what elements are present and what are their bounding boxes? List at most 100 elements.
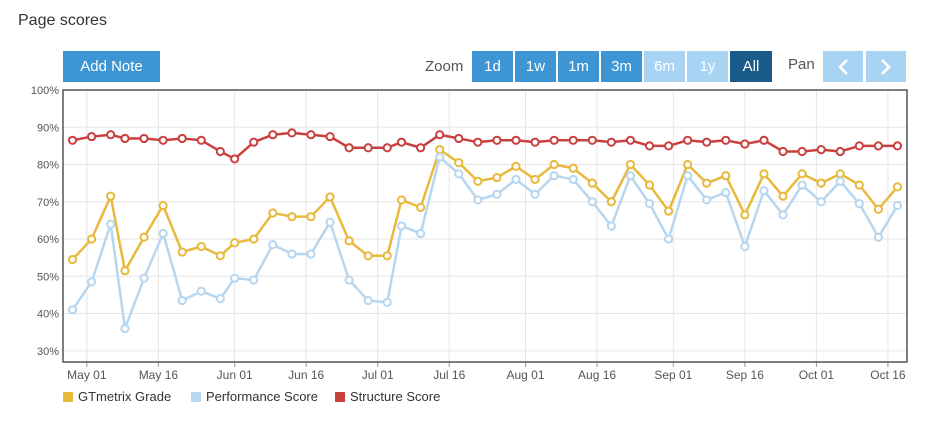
performance-score-point [702, 195, 712, 205]
legend-swatch [191, 391, 201, 402]
performance-score-point [816, 197, 826, 207]
pan-label: Pan [788, 56, 815, 73]
performance-score-point [778, 210, 788, 220]
add-note-button[interactable]: Add Note [63, 51, 160, 82]
x-tick-label: May 01 [67, 368, 107, 382]
legend-item-performance[interactable]: Performance Score [191, 389, 318, 404]
structure-score-point [268, 130, 278, 140]
x-tick-label: May 16 [139, 368, 179, 382]
gtmetrix-grade-point [344, 236, 354, 246]
gtmetrix-grade-point [473, 176, 483, 186]
x-tick-label: Sep 01 [654, 368, 692, 382]
performance-score-point [230, 273, 240, 283]
zoom-label: Zoom [425, 58, 464, 75]
legend-label: Performance Score [206, 389, 318, 404]
structure-score-point [287, 128, 297, 138]
performance-score-point [835, 176, 845, 186]
performance-score-point [196, 286, 206, 296]
x-tick-label: Jun 01 [217, 368, 253, 382]
structure-score-point [778, 146, 788, 157]
structure-score-point [873, 141, 883, 151]
structure-score-point [454, 133, 464, 144]
zoom-1d-button[interactable]: 1d [472, 51, 513, 82]
gtmetrix-grade-point [892, 182, 903, 192]
y-tick-label: 60% [37, 234, 59, 246]
gtmetrix-grade-point [363, 251, 373, 261]
structure-score-point [721, 135, 731, 145]
structure-score-point [740, 139, 750, 149]
structure-score-point [892, 141, 903, 151]
gtmetrix-grade-point [778, 191, 788, 201]
gtmetrix-grade-point [702, 178, 712, 188]
structure-score-point [492, 135, 502, 145]
structure-score-point [139, 133, 149, 144]
structure-score-point [473, 137, 483, 147]
performance-score-point [492, 189, 502, 199]
structure-score-point [396, 137, 407, 147]
pan-right-button[interactable] [866, 51, 906, 82]
gtmetrix-grade-point [511, 161, 521, 171]
gtmetrix-grade-point [249, 234, 259, 244]
gtmetrix-grade-point [177, 247, 187, 257]
x-tick-label: Oct 16 [870, 368, 906, 382]
gtmetrix-grade-point [287, 212, 297, 222]
legend-item-gtmetrix[interactable]: GTmetrix Grade [63, 389, 171, 404]
gtmetrix-grade-point [644, 180, 655, 190]
gtmetrix-grade-point [230, 238, 240, 248]
performance-score-point [106, 219, 116, 229]
y-tick-label: 90% [37, 122, 59, 134]
structure-score-point [549, 135, 559, 145]
pan-left-button[interactable] [823, 51, 863, 82]
zoom-1m-button[interactable]: 1m [558, 51, 599, 82]
performance-score-point [454, 169, 464, 179]
gtmetrix-grade-point [396, 195, 407, 205]
structure-score-point [67, 135, 78, 145]
page-title: Page scores [18, 12, 107, 29]
gtmetrix-grade-point [268, 208, 278, 218]
structure-score-point [797, 146, 807, 157]
performance-score-point [382, 297, 392, 307]
plot-area-border [62, 89, 908, 363]
zoom-3m-button[interactable]: 3m [601, 51, 642, 82]
zoom-1w-button[interactable]: 1w [515, 51, 556, 82]
y-tick-label: 40% [37, 309, 59, 321]
structure-score-point [215, 146, 225, 157]
zoom-1y-button[interactable]: 1y [687, 51, 728, 82]
performance-score-point [325, 217, 335, 227]
performance-score-point [287, 249, 297, 259]
chevron-left-icon [836, 58, 850, 76]
performance-score-line [71, 155, 899, 330]
structure-score-point [816, 145, 826, 155]
performance-score-point [344, 275, 354, 285]
gtmetrix-grade-point [835, 169, 845, 179]
performance-score-point [663, 234, 674, 244]
gtmetrix-grade-point [215, 251, 225, 261]
y-tick-label: 70% [37, 197, 59, 209]
performance-score-point [215, 294, 225, 304]
y-tick-label: 30% [37, 346, 59, 358]
zoom-all-button[interactable]: All [730, 51, 772, 82]
x-tick-label: Aug 01 [507, 368, 545, 382]
gtmetrix-grade-point [454, 158, 464, 168]
zoom-6m-button[interactable]: 6m [644, 51, 685, 82]
gtmetrix-grade-point [306, 212, 316, 222]
legend-swatch [335, 391, 345, 402]
gtmetrix-grade-point [382, 251, 392, 261]
performance-score-point [873, 232, 883, 242]
performance-score-point [87, 277, 97, 287]
structure-score-point [325, 131, 335, 142]
performance-score-point [363, 295, 373, 306]
y-tick-label: 80% [37, 160, 59, 172]
gtmetrix-grade-point [587, 178, 597, 188]
structure-score-point [363, 143, 373, 153]
performance-score-point [530, 189, 540, 199]
gtmetrix-grade-point [683, 159, 693, 170]
legend-item-structure[interactable]: Structure Score [335, 389, 440, 404]
gtmetrix-grade-line [71, 148, 899, 272]
performance-score-point [683, 171, 693, 181]
performance-score-point [549, 171, 559, 181]
gtmetrix-grade-point [873, 204, 883, 214]
structure-score-point [759, 135, 769, 145]
performance-score-point [67, 305, 78, 315]
x-tick-label: Oct 01 [799, 368, 835, 382]
